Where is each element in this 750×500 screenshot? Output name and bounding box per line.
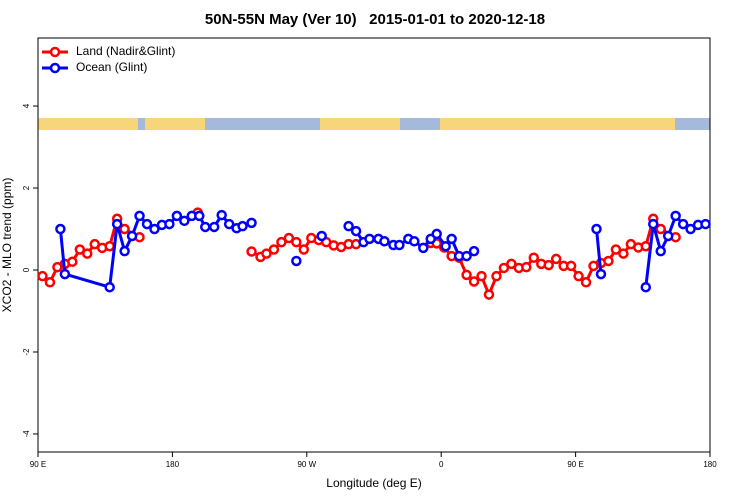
- data-point: [343, 220, 354, 232]
- plot-frame: [37, 37, 711, 453]
- data-point: [216, 209, 227, 221]
- data-point: [44, 277, 56, 288]
- data-point: [55, 223, 66, 235]
- data-point: [595, 268, 607, 280]
- data-point: [246, 217, 257, 229]
- data-point: [246, 246, 257, 257]
- data-point: [171, 210, 183, 222]
- data-point: [468, 245, 480, 257]
- data-point: [283, 232, 295, 244]
- data-point: [640, 281, 652, 293]
- data-point: [394, 239, 405, 251]
- data-point: [149, 223, 160, 235]
- data-point: [610, 244, 622, 255]
- data-point: [111, 218, 123, 230]
- x-tick-label: 90 E: [567, 460, 583, 469]
- data-point: [498, 262, 510, 274]
- data-point: [685, 223, 696, 235]
- data-point: [59, 268, 71, 280]
- data-point: [208, 221, 220, 233]
- data-point: [468, 276, 480, 287]
- data-point: [126, 230, 138, 242]
- data-point: [461, 269, 472, 281]
- y-tick-label: -4: [22, 430, 31, 438]
- data-point: [461, 250, 472, 262]
- data-point: [261, 248, 272, 259]
- y-tick-label: 0: [22, 267, 31, 272]
- legend-marker: [49, 62, 61, 74]
- land-mask-strip: [38, 118, 710, 130]
- data-point: [276, 236, 287, 248]
- data-point: [640, 240, 652, 252]
- legend-marker: [49, 46, 61, 58]
- data-point: [476, 270, 487, 282]
- data-point: [655, 223, 666, 235]
- data-point: [316, 230, 327, 242]
- y-tick-label: 4: [22, 103, 31, 108]
- data-point: [670, 210, 681, 222]
- data-point: [74, 244, 86, 255]
- data-point: [179, 215, 190, 227]
- data-point: [506, 258, 517, 270]
- data-point: [662, 230, 674, 242]
- data-point: [591, 223, 602, 235]
- x-tick-label: 180: [703, 460, 717, 469]
- data-point: [648, 218, 659, 230]
- data-point: [431, 228, 442, 240]
- data-point: [268, 244, 280, 255]
- x-axis-label: Longitude (deg E): [326, 476, 421, 490]
- data-point: [164, 218, 175, 230]
- data-point: [291, 236, 302, 248]
- data-point: [104, 281, 115, 293]
- data-point: [200, 221, 211, 233]
- data-point: [543, 259, 554, 271]
- x-tick-label: 0: [439, 460, 444, 469]
- data-point: [82, 248, 93, 259]
- data-point: [483, 289, 495, 300]
- chart-title: 50N-55N May (Ver 10) 2015-01-01 to 2020-…: [205, 11, 545, 28]
- data-point: [364, 233, 375, 245]
- y-tick-label: 2: [22, 185, 31, 190]
- data-point: [134, 210, 145, 222]
- legend-label: Ocean (Glint): [76, 60, 147, 74]
- x-tick-label: 90 W: [297, 460, 316, 469]
- data-point: [237, 220, 248, 232]
- data-point: [565, 260, 577, 272]
- data-point: [291, 255, 302, 267]
- data-point: [194, 210, 205, 222]
- data-point: [440, 240, 451, 252]
- data-point: [446, 233, 457, 245]
- data-point: [141, 218, 153, 230]
- data-point: [67, 256, 78, 268]
- data-point: [491, 270, 502, 282]
- data-point: [104, 240, 115, 252]
- y-axis-label: XCO2 - MLO trend (ppm): [0, 178, 14, 313]
- data-point: [119, 223, 130, 235]
- x-tick-label: 180: [166, 460, 180, 469]
- data-point: [580, 277, 592, 288]
- data-point: [603, 255, 614, 267]
- data-point: [573, 270, 584, 282]
- data-point: [521, 261, 532, 273]
- data-point: [618, 248, 629, 259]
- data-point: [550, 253, 562, 265]
- data-point: [223, 218, 235, 230]
- data-point: [418, 242, 429, 254]
- y-tick-label: -2: [22, 348, 31, 356]
- data-point: [655, 245, 666, 257]
- data-point: [677, 218, 689, 230]
- data-point: [409, 236, 420, 247]
- data-point: [37, 270, 48, 282]
- data-point: [379, 236, 390, 247]
- x-tick-label: 90 E: [30, 460, 46, 469]
- data-point: [350, 225, 362, 237]
- legend-label: Land (Nadir&Glint): [76, 44, 175, 58]
- data-point: [119, 245, 130, 257]
- data-point: [700, 218, 711, 230]
- data-point: [298, 244, 310, 255]
- data-point: [528, 252, 540, 263]
